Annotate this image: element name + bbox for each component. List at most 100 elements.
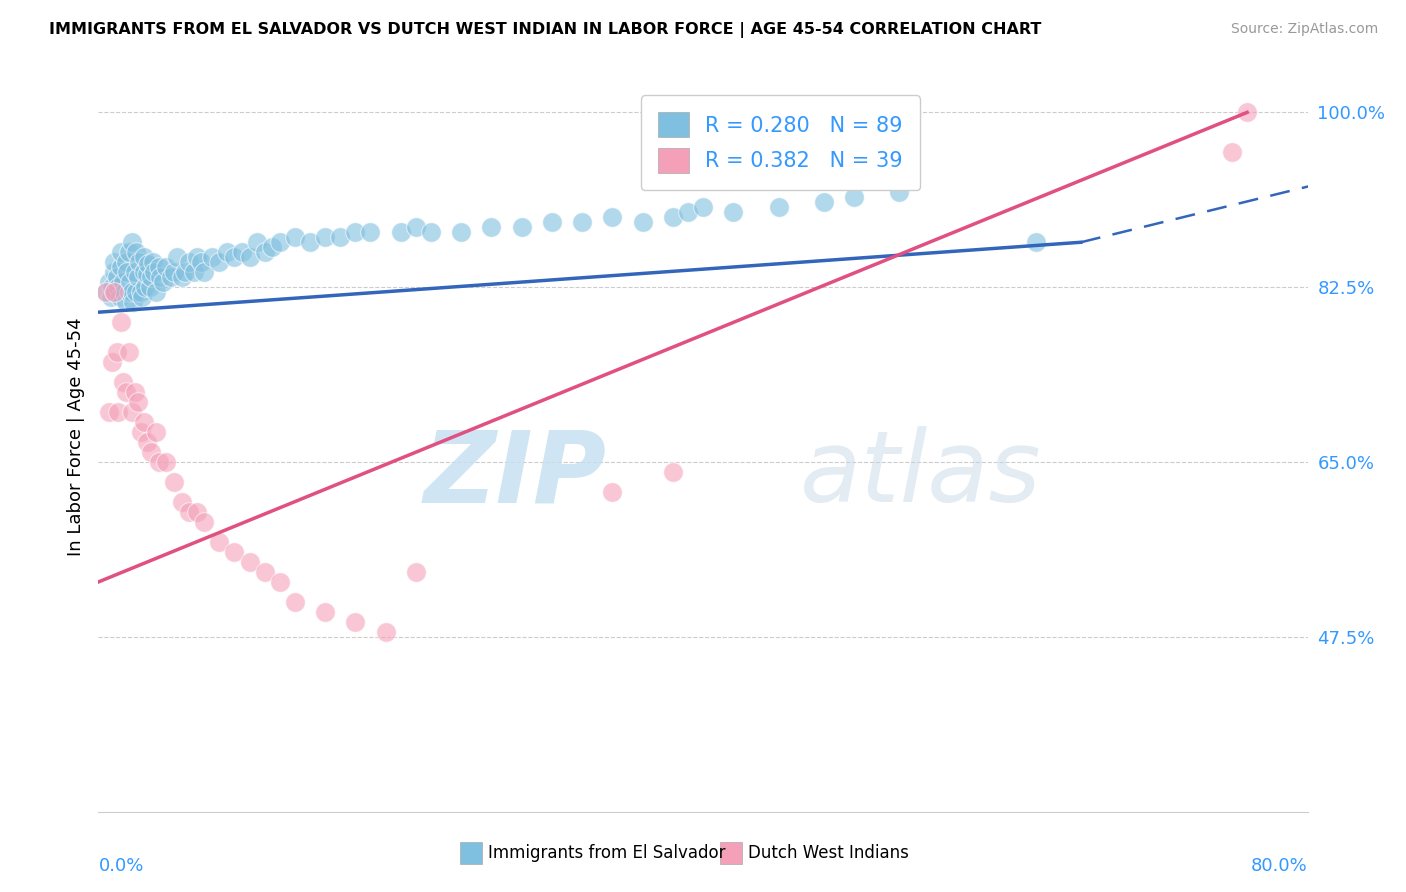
Point [132, 250, 155, 264]
FancyBboxPatch shape [720, 842, 742, 864]
Point [269, 574, 291, 589]
Point [602, 211, 624, 225]
Point [844, 190, 866, 204]
Point [631, 215, 654, 229]
Point [450, 225, 472, 239]
Point [246, 235, 269, 250]
Point [314, 230, 336, 244]
Point [284, 595, 307, 609]
Point [118, 285, 141, 300]
Point [208, 535, 231, 549]
Point [193, 265, 215, 279]
Legend: R = 0.280   N = 89, R = 0.382   N = 39: R = 0.280 N = 89, R = 0.382 N = 39 [641, 95, 920, 190]
Point [571, 215, 593, 229]
FancyBboxPatch shape [460, 842, 482, 864]
Point [114, 295, 136, 310]
Point [170, 495, 193, 509]
Point [813, 195, 835, 210]
Point [105, 345, 128, 359]
Point [661, 465, 683, 479]
Point [173, 265, 195, 279]
Point [179, 505, 201, 519]
Point [224, 545, 246, 559]
Point [114, 385, 136, 400]
Point [420, 225, 443, 239]
Point [108, 290, 131, 304]
Point [166, 250, 188, 264]
Point [121, 285, 143, 300]
Point [253, 245, 276, 260]
Point [360, 225, 382, 239]
Point [389, 225, 412, 239]
Point [121, 405, 143, 419]
Point [94, 285, 117, 300]
Y-axis label: In Labor Force | Age 45-54: In Labor Force | Age 45-54 [66, 318, 84, 557]
Point [160, 270, 183, 285]
Point [239, 250, 262, 264]
Point [152, 275, 174, 289]
Point [155, 455, 177, 469]
Point [262, 240, 284, 254]
Point [136, 257, 159, 271]
Point [208, 255, 231, 269]
Point [131, 290, 153, 304]
Point [94, 285, 117, 300]
Point [129, 425, 152, 439]
Point [141, 445, 163, 459]
Point [129, 285, 152, 300]
Point [111, 375, 134, 389]
Point [768, 200, 790, 214]
Point [661, 211, 683, 225]
Point [132, 265, 155, 279]
Point [231, 245, 253, 260]
Point [103, 255, 125, 269]
Point [100, 290, 122, 304]
Point [145, 425, 167, 439]
Point [127, 270, 149, 285]
Point [299, 235, 322, 250]
Point [125, 245, 148, 260]
Point [314, 605, 336, 619]
Point [201, 250, 224, 264]
Point [344, 615, 367, 629]
Point [148, 455, 170, 469]
Point [132, 415, 155, 429]
Point [163, 265, 186, 279]
Point [1220, 145, 1243, 160]
Point [148, 260, 170, 275]
Point [139, 280, 162, 294]
Point [190, 255, 212, 269]
Point [329, 230, 352, 244]
Point [120, 275, 142, 289]
Text: Immigrants from El Salvador: Immigrants from El Salvador [488, 844, 725, 862]
Point [118, 245, 141, 260]
Point [186, 505, 208, 519]
Point [98, 405, 121, 419]
Point [215, 245, 238, 260]
Point [193, 515, 215, 529]
Point [405, 565, 427, 579]
Point [149, 270, 172, 285]
Text: 80.0%: 80.0% [1251, 856, 1308, 875]
Point [269, 235, 291, 250]
Point [155, 260, 177, 275]
Point [179, 255, 201, 269]
Point [135, 435, 157, 450]
Point [224, 250, 246, 264]
Point [98, 275, 121, 289]
Point [889, 186, 911, 200]
Text: ZIP: ZIP [423, 426, 606, 523]
Point [253, 565, 276, 579]
Point [163, 475, 186, 489]
Point [112, 285, 135, 300]
Point [135, 267, 157, 281]
Point [111, 275, 134, 289]
Point [142, 255, 165, 269]
Text: Source: ZipAtlas.com: Source: ZipAtlas.com [1230, 22, 1378, 37]
Point [405, 220, 427, 235]
Point [110, 315, 132, 329]
Point [692, 200, 714, 214]
Point [104, 285, 127, 300]
Point [115, 265, 138, 279]
Point [107, 280, 129, 294]
